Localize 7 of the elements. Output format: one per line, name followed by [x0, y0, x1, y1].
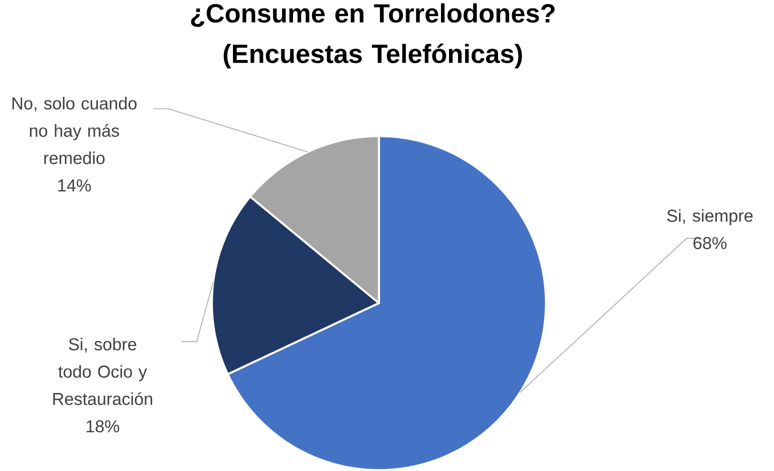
data-label: 18%	[86, 420, 120, 432]
slice-label: Si, siempre	[667, 209, 753, 226]
chart-title: ¿Consume en Torrelodones? (Encuestas Telefónicas)	[191, 3, 555, 68]
slice-label: No, solo cuando no hay más remedio	[12, 96, 137, 164]
slice-label: Si, sobre todo Ocio y Restauración	[53, 338, 152, 406]
data-label: 14%	[58, 179, 91, 192]
data-label: 68%	[694, 236, 727, 250]
